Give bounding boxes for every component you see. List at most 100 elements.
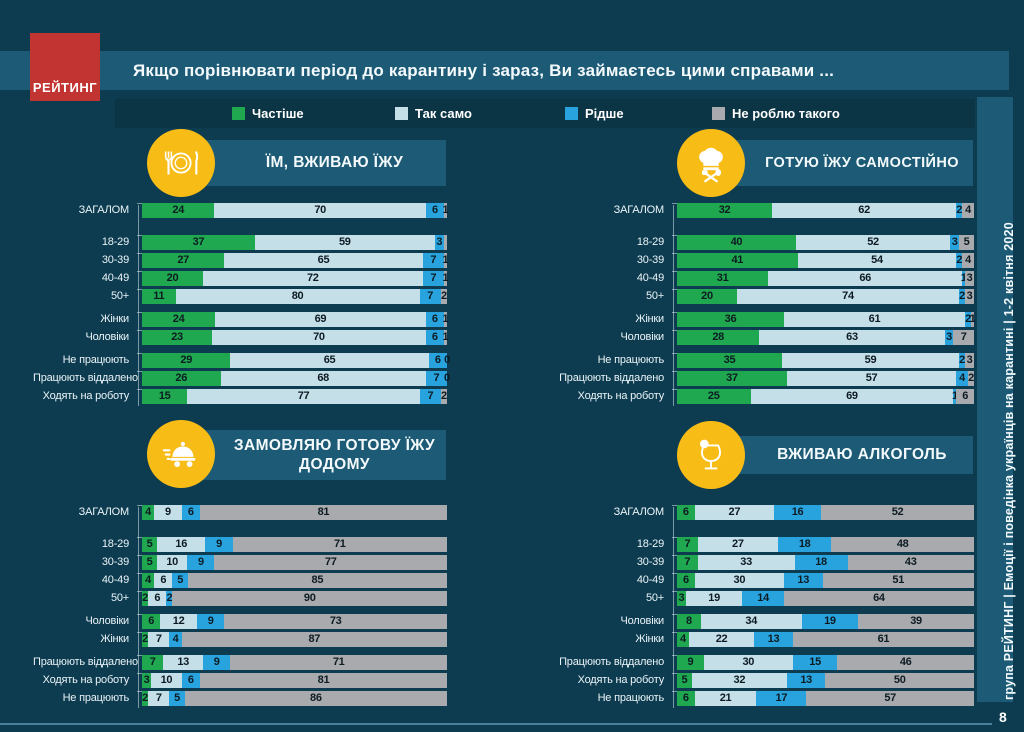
- bar-segment-less-often: 5: [172, 573, 188, 588]
- value-label: 1: [969, 313, 976, 325]
- value-label: 54: [871, 254, 883, 266]
- value-label: 5: [146, 538, 153, 550]
- value-label: 2: [142, 633, 148, 645]
- category-label: 18-29: [636, 538, 664, 550]
- chart-row: Працюють віддалено 26 68 7 0: [33, 371, 450, 386]
- value-label: 9: [216, 538, 222, 550]
- value-label: 25: [707, 390, 720, 402]
- value-label: 9: [213, 656, 220, 668]
- bar-group: Чоловіки 6 12 9 73 Жінки 2 7 4 87: [33, 614, 447, 647]
- bar-segment-less-often: 6: [425, 312, 444, 327]
- chart-row: Жінки 4 22 13 61: [540, 632, 974, 647]
- value-label: 1: [442, 254, 449, 266]
- bar-segment-same: 10: [151, 673, 182, 688]
- bar-group: 18-29 5 16 9 71 30-39 5 10 9 77 40-49 4 6 5 85 50+ 2 6 2 90: [33, 537, 447, 606]
- bar-segment-less-often: 9: [196, 614, 225, 629]
- bar-segment-same: 70: [212, 330, 426, 345]
- bar-segment-not-doing: 2: [440, 389, 447, 404]
- stacked-bar: 7 13 9 71: [137, 655, 447, 670]
- bar-group: Не працюють 29 65 6 0 Працюють віддалено 26 68 7…: [33, 353, 450, 404]
- value-label: 16: [791, 506, 804, 518]
- stacked-bar: 6 21 17 57: [672, 691, 974, 706]
- bar-group: Жінки 36 61 2 1 Чоловіки 28 63 3 7: [540, 312, 976, 345]
- value-label: 37: [192, 236, 205, 248]
- value-label: 24: [172, 204, 185, 216]
- chef-hat-icon: [677, 129, 745, 197]
- bar-segment-less-often: 2: [965, 312, 971, 327]
- bar-segment-more-often: 20: [142, 271, 203, 286]
- bar-segment-less-often: 2: [959, 289, 965, 304]
- bar-segment-same: 21: [694, 691, 757, 706]
- value-label: 2: [142, 592, 148, 604]
- bar-segment-more-often: 3: [142, 673, 152, 688]
- bar-segment-more-often: 6: [142, 614, 161, 629]
- value-label: 35: [723, 354, 736, 366]
- category-label: 40-49: [636, 272, 664, 284]
- panel-title: ГОТУЮ ЇЖУ САМОСТІЙНО: [765, 154, 959, 171]
- bar-segment-not-doing: 7: [953, 330, 974, 345]
- value-label: 6: [682, 574, 689, 586]
- chart-row: 40-49 20 72 7 1: [33, 271, 449, 286]
- value-label: 0: [444, 354, 450, 366]
- category-label: Ходять на роботу: [577, 674, 665, 686]
- legend-label: Рідше: [585, 106, 624, 121]
- category-label: 50+: [110, 290, 129, 302]
- panel-header-cook-food: ГОТУЮ ЇЖУ САМОСТІЙНО: [711, 140, 973, 186]
- stacked-bar: 23 70 6 1: [137, 330, 449, 345]
- value-label: 31: [716, 272, 729, 284]
- bar-segment-less-often: 2: [956, 253, 962, 268]
- bar-segment-less-often: 13: [754, 632, 793, 647]
- legend-swatch-gray: [712, 107, 725, 120]
- bar-segment-same: 7: [148, 691, 170, 706]
- bar-segment-same: 27: [694, 505, 775, 520]
- bar-segment-not-doing: 73: [224, 614, 447, 629]
- bar-segment-more-often: 37: [677, 371, 787, 386]
- value-label: 30: [733, 574, 746, 586]
- value-label: 77: [297, 390, 310, 402]
- value-label: 15: [809, 656, 821, 668]
- bar-segment-not-doing: 81: [199, 673, 447, 688]
- legend-swatch-blue: [565, 107, 578, 120]
- value-label: 1: [442, 313, 449, 325]
- bar-segment-more-often: 11: [142, 289, 176, 304]
- value-label: 12: [172, 615, 185, 627]
- bar-segment-same: 7: [148, 632, 170, 647]
- value-label: 77: [324, 556, 337, 568]
- stacked-bar: 24 69 6 1: [137, 312, 449, 327]
- stacked-bar: 36 61 2 1: [672, 312, 976, 327]
- value-label: 3: [966, 272, 973, 284]
- stacked-bar: 2 6 2 90: [137, 591, 447, 606]
- value-label: 1: [442, 331, 449, 343]
- chart-row: Працюють віддалено 37 57 4 2: [540, 371, 974, 386]
- value-label: 7: [427, 290, 434, 302]
- bar-segment-not-doing: 2: [440, 289, 447, 304]
- bar-segment-same: 61: [783, 312, 966, 327]
- value-label: 21: [719, 692, 732, 704]
- bar-segment-not-doing: 71: [230, 655, 447, 670]
- value-label: 8: [685, 615, 692, 627]
- bar-segment-less-often: 3: [950, 235, 960, 250]
- value-label: 74: [842, 290, 854, 302]
- bar-segment-not-doing: 87: [181, 632, 447, 647]
- legend: Частіше Так само Рідше Не роблю такого: [115, 99, 975, 128]
- value-label: 48: [896, 538, 909, 550]
- category-label: Жінки: [100, 313, 129, 325]
- category-label: Не працюють: [62, 354, 130, 366]
- bar-group: Працюють віддалено 7 13 9 71 Ходять на роботу…: [33, 655, 447, 706]
- chart-row: 18-29 7 27 18 48: [540, 537, 974, 552]
- bar-segment-not-doing: 50: [825, 673, 974, 688]
- value-label: 7: [430, 272, 437, 284]
- stacked-bar: 31 66 1 3: [672, 271, 974, 286]
- bar-segment-not-doing: 1: [969, 312, 976, 327]
- value-label: 22: [715, 633, 728, 645]
- stacked-bar: 35 59 2 3: [672, 353, 974, 368]
- value-label: 7: [155, 633, 162, 645]
- chart-row: 30-39 41 54 2 4: [540, 253, 974, 268]
- legend-item-more-often: Частіше: [232, 99, 304, 128]
- legend-label: Частіше: [252, 106, 304, 121]
- value-label: 65: [317, 254, 330, 266]
- chart-row: Чоловіки 28 63 3 7: [540, 330, 974, 345]
- chart-row: Ходять на роботу 3 10 6 81: [33, 673, 447, 688]
- panel-header-eat-food: ЇМ, ВЖИВАЮ ЇЖУ: [181, 140, 446, 186]
- bar-segment-more-often: 7: [677, 555, 698, 570]
